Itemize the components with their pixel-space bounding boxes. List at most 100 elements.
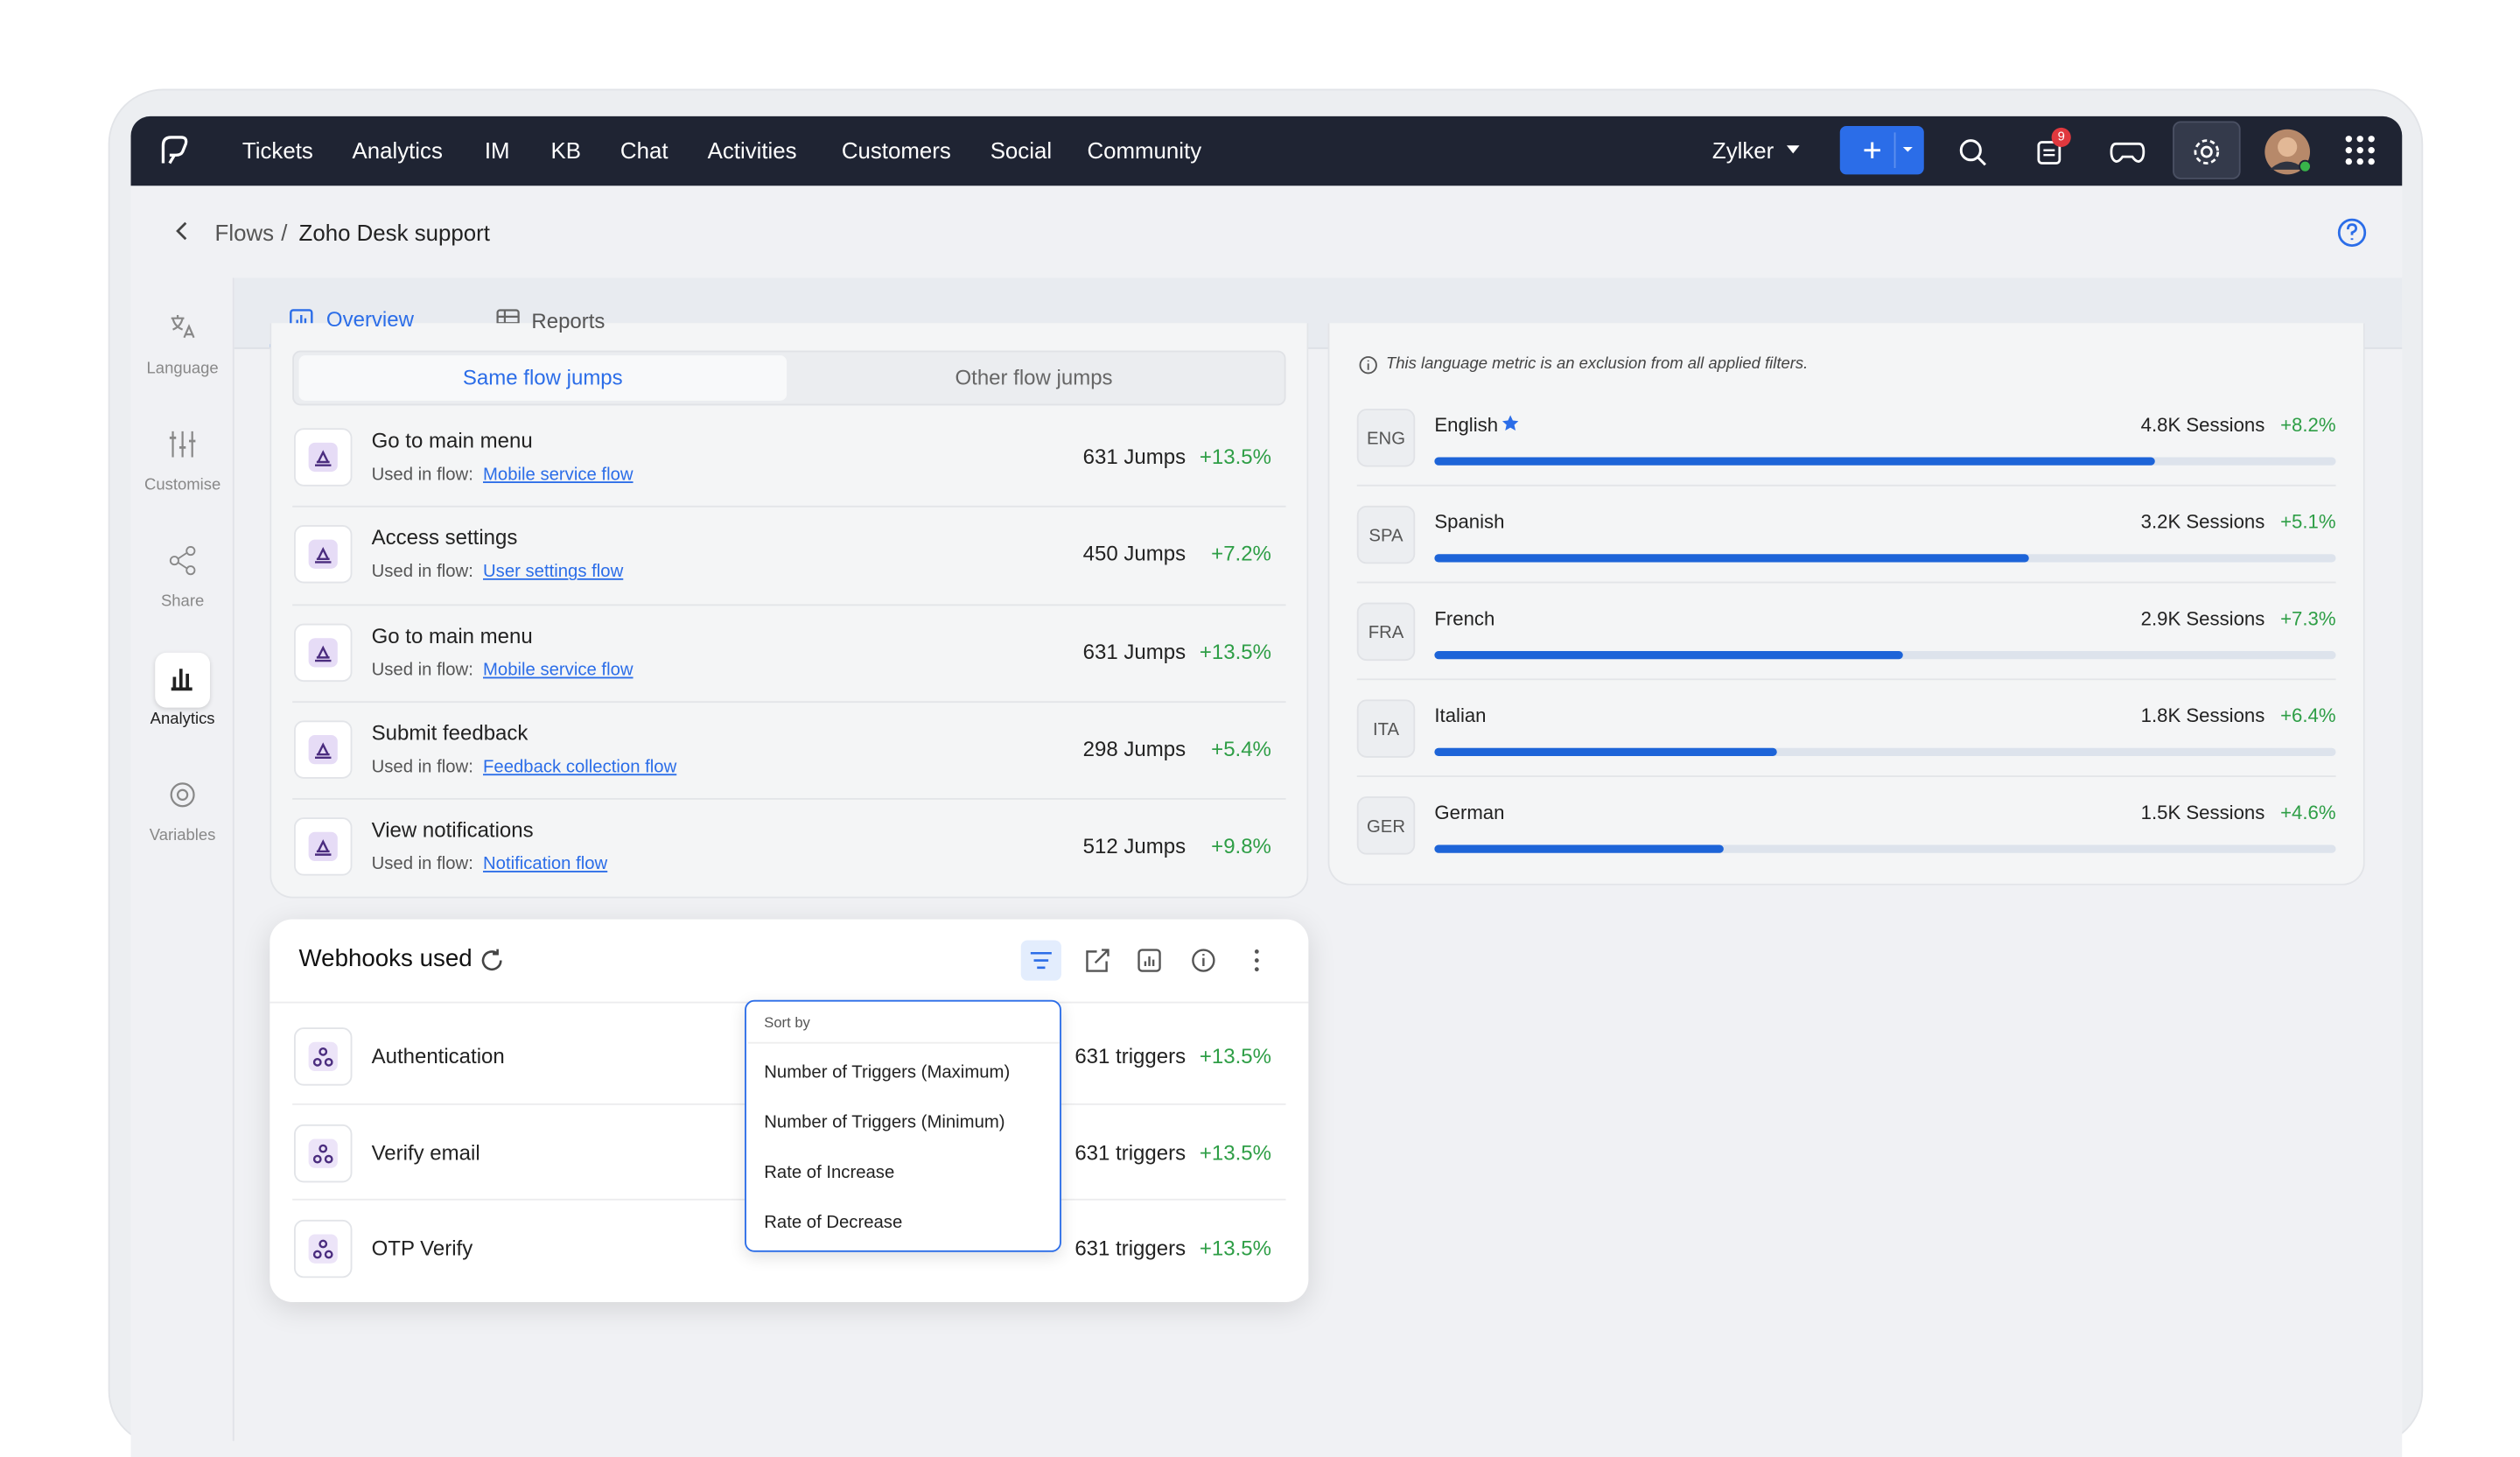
new-button-icon: [1864, 132, 1913, 169]
help-icon[interactable]: [2336, 216, 2369, 249]
bar: [1434, 747, 1777, 757]
row-icon-bg: [308, 1041, 338, 1072]
breadcrumb-parent[interactable]: Flows: [214, 220, 275, 246]
settings-icon: [2194, 139, 2220, 165]
nav-item[interactable]: IM: [484, 137, 510, 164]
sidebar-label[interactable]: Analytics: [150, 711, 215, 729]
language-name: German: [1434, 801, 1505, 824]
sort-option[interactable]: Rate of Decrease: [764, 1213, 903, 1233]
notification-count: 9: [2057, 129, 2065, 144]
change: +13.5%: [1199, 1043, 1271, 1068]
row-title: Go to main menu: [371, 622, 533, 648]
refresh-icon[interactable]: [478, 947, 505, 974]
row-title: Submit feedback: [371, 720, 528, 745]
row-divider: [1356, 581, 2336, 584]
webhook-name: Authentication: [371, 1043, 505, 1068]
sessions: 4.8K Sessions: [2140, 413, 2265, 437]
sidebar-label[interactable]: Language: [146, 360, 219, 379]
sessions: 3.2K Sessions: [2140, 510, 2265, 534]
bar-track: [1434, 844, 2336, 853]
nav-item[interactable]: Social: [990, 137, 1053, 164]
sessions: 1.5K Sessions: [2140, 801, 2265, 824]
nav-item[interactable]: Analytics: [352, 137, 443, 164]
webhook-name: OTP Verify: [371, 1236, 473, 1261]
nav-item[interactable]: Activities: [707, 137, 797, 164]
bar: [1434, 651, 1904, 660]
segment[interactable]: Other flow jumps: [955, 365, 1113, 389]
tab[interactable]: Reports: [531, 308, 606, 333]
webhook-icon: [312, 1239, 333, 1259]
language-note: This language metric is an exclusion fro…: [1386, 355, 1809, 374]
menu-divider: [747, 1041, 1060, 1044]
search-icon[interactable]: [1956, 136, 1989, 168]
segment-active[interactable]: [298, 355, 788, 401]
nav-item[interactable]: Tickets: [242, 137, 313, 164]
nav-item[interactable]: Customers: [841, 137, 951, 164]
sort-option[interactable]: Number of Triggers (Maximum): [764, 1062, 1011, 1082]
used-in-label: Used in flow:: [371, 757, 473, 777]
content-layer: Tickets Analytics IM KB Chat Activities Custom…: [144, 129, 2336, 1278]
row-divider: [292, 603, 1286, 606]
language-name: Spanish: [1434, 510, 1505, 534]
code-box: [1356, 602, 1416, 662]
flow-link[interactable]: Notification flow: [483, 854, 608, 875]
new-button[interactable]: [1839, 126, 1924, 175]
flow-link[interactable]: Mobile service flow: [483, 465, 634, 485]
change: +7.2%: [1211, 542, 1271, 566]
sidebar-border: [232, 277, 234, 1441]
webhook-icon: [312, 1143, 333, 1163]
flow-icon: [315, 742, 332, 759]
change: +7.3%: [2280, 607, 2336, 631]
notifications-icon[interactable]: [2034, 136, 2066, 168]
nav-item[interactable]: Chat: [620, 137, 668, 164]
sort-option[interactable]: Rate of Increase: [764, 1163, 895, 1183]
breadcrumb-separator: /: [281, 220, 288, 246]
language-code: GER: [1366, 817, 1406, 837]
row-title: Access settings: [371, 525, 518, 550]
flow-icon: [315, 450, 332, 466]
triggers: 631 triggers: [1074, 1043, 1186, 1068]
change: +13.5%: [1199, 1139, 1271, 1165]
jumps: 631 Jumps: [1082, 639, 1186, 664]
row-title: View notifications: [371, 817, 534, 843]
flow-link[interactable]: Feedback collection flow: [483, 757, 677, 777]
games-icon[interactable]: [2110, 136, 2146, 168]
webhook-icon: [312, 1047, 333, 1067]
avatar[interactable]: [2263, 128, 2312, 176]
row-divider: [292, 506, 1286, 508]
sidebar-icon: [171, 669, 192, 691]
bar: [1434, 554, 2030, 563]
flow-link[interactable]: User settings flow: [483, 563, 624, 583]
flow-link[interactable]: Mobile service flow: [483, 660, 634, 680]
change: +13.5%: [1199, 1236, 1271, 1261]
webhook-name: Verify email: [371, 1139, 480, 1165]
code-box: [1356, 505, 1416, 564]
change: +9.8%: [1211, 833, 1271, 858]
segment[interactable]: Same flow jumps: [462, 365, 623, 389]
sidebar-icon: [169, 431, 196, 458]
jumps: 450 Jumps: [1082, 542, 1186, 566]
apps-grid[interactable]: [2344, 134, 2376, 166]
info-icon: [1359, 356, 1377, 375]
row-icon-bg: [308, 832, 338, 862]
nav-item[interactable]: Community: [1087, 137, 1202, 164]
settings-button[interactable]: [2173, 121, 2241, 179]
back-arrow[interactable]: [172, 220, 194, 242]
sidebar-icon: [170, 782, 195, 808]
flow-icon: [315, 547, 332, 564]
sidebar-label[interactable]: Variables: [149, 827, 216, 845]
tab[interactable]: Overview: [326, 306, 414, 332]
sidebar-label[interactable]: Share: [160, 592, 205, 611]
sidebar-label[interactable]: Customise: [144, 476, 221, 494]
row-divider: [1356, 678, 2336, 681]
sort-option[interactable]: Number of Triggers (Minimum): [764, 1113, 1005, 1133]
sidebar-icon: [171, 315, 195, 339]
webhook-toolbar-icons: [1030, 949, 1259, 972]
change: +5.1%: [2280, 510, 2336, 534]
jumps: 512 Jumps: [1082, 833, 1186, 858]
org-switcher[interactable]: Zylker: [1712, 137, 1774, 164]
sessions: 2.9K Sessions: [2140, 607, 2265, 631]
change: +13.5%: [1199, 639, 1271, 664]
nav-item[interactable]: KB: [550, 137, 582, 164]
language-code: ITA: [1372, 720, 1400, 740]
